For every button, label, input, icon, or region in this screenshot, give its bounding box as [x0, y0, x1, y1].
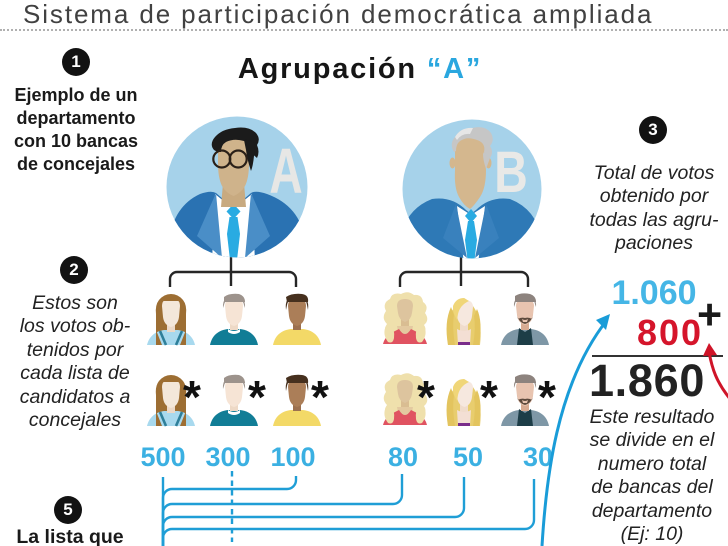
svg-text:*: *: [183, 371, 201, 423]
svg-text:*: *: [248, 371, 266, 423]
svg-text:B: B: [494, 140, 528, 205]
svg-text:A: A: [269, 136, 302, 207]
svg-text:*: *: [417, 371, 435, 423]
svg-text:*: *: [311, 371, 329, 423]
svg-text:*: *: [480, 371, 498, 423]
svg-text:*: *: [538, 371, 556, 423]
